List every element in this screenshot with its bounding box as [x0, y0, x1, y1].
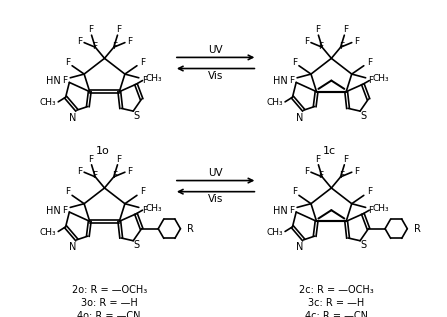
Text: CH₃: CH₃ — [145, 74, 162, 83]
Text: F: F — [315, 25, 320, 34]
Text: F: F — [140, 58, 145, 67]
Text: F: F — [92, 42, 97, 51]
Text: F: F — [116, 25, 121, 34]
Text: R: R — [414, 224, 421, 234]
Text: N: N — [296, 113, 304, 123]
Text: F: F — [339, 171, 344, 180]
Text: F: F — [367, 58, 372, 67]
Text: S: S — [134, 240, 140, 250]
Text: F: F — [354, 167, 359, 176]
Text: F: F — [289, 76, 294, 85]
Text: 3o: R = —H: 3o: R = —H — [81, 298, 138, 308]
Text: S: S — [361, 240, 367, 250]
Text: F: F — [142, 206, 147, 215]
Text: F: F — [292, 187, 297, 196]
Text: HN: HN — [46, 206, 61, 216]
Text: F: F — [65, 58, 70, 67]
Text: CH₃: CH₃ — [372, 74, 389, 83]
Text: CH₃: CH₃ — [40, 98, 56, 107]
Text: S: S — [134, 111, 140, 121]
Text: N: N — [69, 242, 77, 252]
Text: F: F — [88, 25, 93, 34]
Text: F: F — [112, 171, 117, 180]
Text: HN: HN — [273, 76, 288, 87]
Text: CH₃: CH₃ — [40, 228, 56, 237]
Text: 4c: R = —CN: 4c: R = —CN — [304, 311, 367, 317]
Text: F: F — [92, 171, 97, 180]
Text: CH₃: CH₃ — [372, 204, 389, 213]
Text: R: R — [187, 224, 194, 234]
Text: CH₃: CH₃ — [266, 98, 283, 107]
Text: N: N — [296, 242, 304, 252]
Text: UV: UV — [208, 45, 223, 55]
Text: 4o: R = —CN: 4o: R = —CN — [77, 311, 141, 317]
Text: Vis: Vis — [208, 71, 224, 81]
Text: F: F — [127, 167, 132, 176]
Text: F: F — [112, 42, 117, 51]
Text: UV: UV — [208, 168, 223, 178]
Text: F: F — [304, 167, 309, 176]
Text: CH₃: CH₃ — [266, 228, 283, 237]
Text: 2o: R = —OCH₃: 2o: R = —OCH₃ — [72, 285, 147, 295]
Text: F: F — [319, 171, 324, 180]
Text: F: F — [127, 37, 132, 46]
Text: F: F — [65, 187, 70, 196]
Text: F: F — [62, 206, 67, 215]
Text: F: F — [62, 76, 67, 85]
Text: F: F — [292, 58, 297, 67]
Text: F: F — [289, 206, 294, 215]
Text: 3c: R = —H: 3c: R = —H — [308, 298, 364, 308]
Text: 2c: R = —OCH₃: 2c: R = —OCH₃ — [299, 285, 373, 295]
Text: CH₃: CH₃ — [145, 204, 162, 213]
Text: F: F — [343, 155, 348, 164]
Text: F: F — [315, 155, 320, 164]
Text: 1o: 1o — [96, 146, 110, 156]
Text: F: F — [367, 187, 372, 196]
Text: 1c: 1c — [323, 146, 336, 156]
Text: F: F — [116, 155, 121, 164]
Text: F: F — [77, 37, 82, 46]
Text: F: F — [88, 155, 93, 164]
Text: N: N — [69, 113, 77, 123]
Text: F: F — [77, 167, 82, 176]
Text: S: S — [361, 111, 367, 121]
Text: F: F — [319, 42, 324, 51]
Text: F: F — [142, 76, 147, 85]
Text: F: F — [339, 42, 344, 51]
Text: F: F — [354, 37, 359, 46]
Text: HN: HN — [46, 76, 61, 87]
Text: F: F — [140, 187, 145, 196]
Text: F: F — [343, 25, 348, 34]
Text: F: F — [369, 76, 374, 85]
Text: HN: HN — [273, 206, 288, 216]
Text: F: F — [304, 37, 309, 46]
Text: Vis: Vis — [208, 194, 224, 204]
Text: F: F — [369, 206, 374, 215]
